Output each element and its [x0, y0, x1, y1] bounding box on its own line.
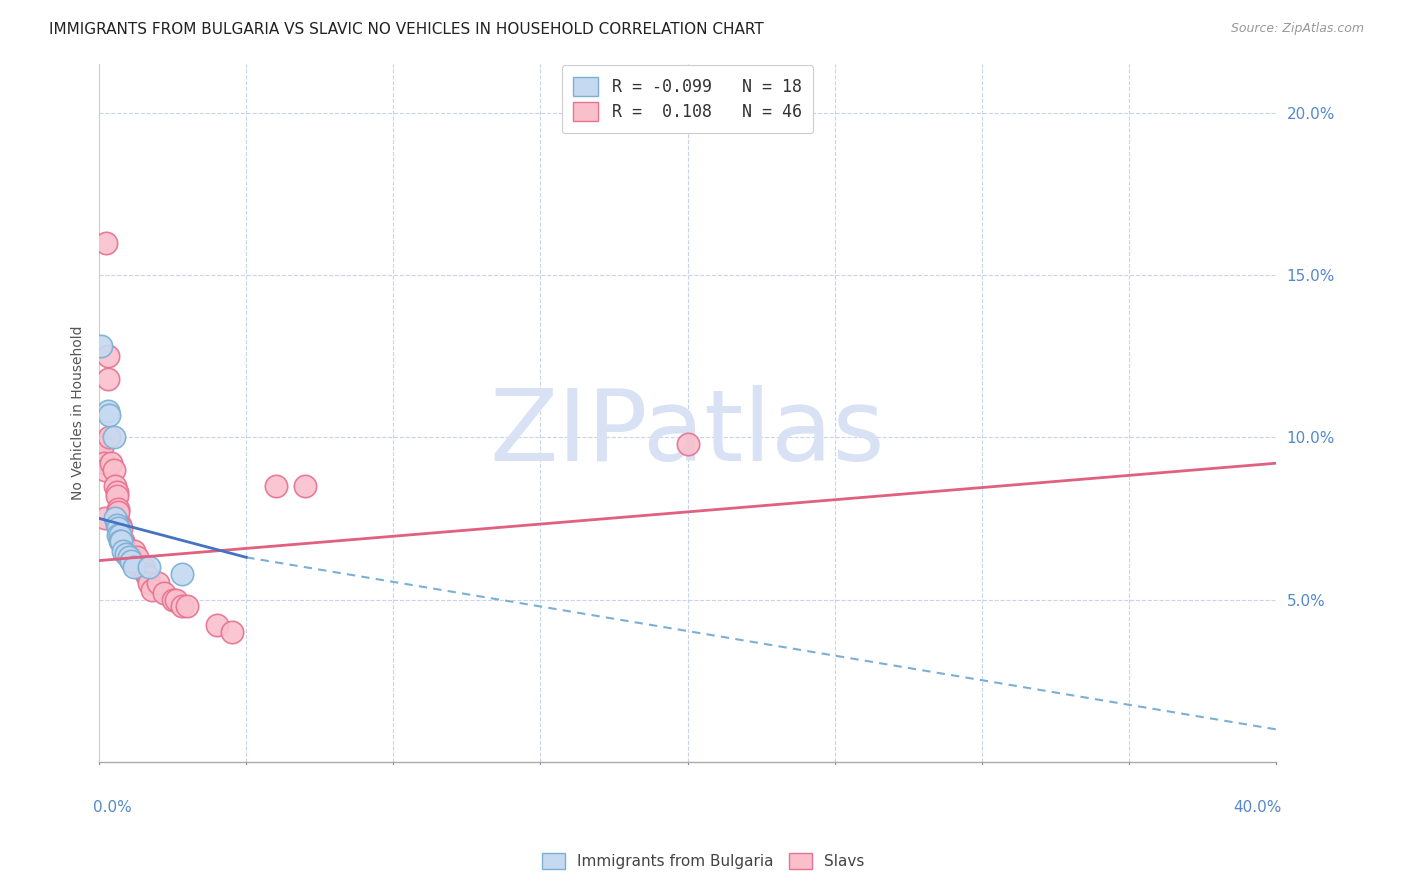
Text: Source: ZipAtlas.com: Source: ZipAtlas.com: [1230, 22, 1364, 36]
Point: [107, 527, 129, 541]
Point: [107, 505, 129, 519]
Point: [103, 463, 125, 477]
Point: [141, 582, 163, 597]
Point: [111, 544, 134, 558]
Point: [117, 550, 139, 565]
Point: [98, 408, 121, 422]
Point: [91, 440, 114, 454]
Legend: R = -0.099   N = 18, R =  0.108   N = 46: R = -0.099 N = 18, R = 0.108 N = 46: [562, 65, 814, 133]
Legend: Immigrants from Bulgaria, Slavs: Immigrants from Bulgaria, Slavs: [536, 847, 870, 875]
Point: [110, 534, 132, 549]
Point: [105, 489, 128, 503]
Point: [127, 550, 149, 565]
Point: [165, 592, 187, 607]
Point: [146, 576, 169, 591]
Point: [103, 430, 125, 444]
Point: [114, 547, 136, 561]
Point: [176, 599, 198, 613]
Point: [110, 521, 132, 535]
Point: [98, 430, 121, 444]
Point: [107, 521, 129, 535]
Point: [111, 534, 134, 549]
Point: [153, 586, 176, 600]
Point: [170, 566, 193, 581]
Point: [162, 592, 184, 607]
Point: [128, 560, 150, 574]
Point: [94, 511, 117, 525]
Point: [205, 618, 228, 632]
Point: [93, 456, 115, 470]
Point: [105, 485, 128, 500]
Point: [110, 534, 132, 549]
Point: [114, 544, 136, 558]
Point: [221, 624, 243, 639]
Text: 40.0%: 40.0%: [1233, 800, 1282, 815]
Point: [117, 550, 139, 565]
Point: [676, 436, 699, 450]
Point: [90, 436, 112, 450]
Point: [124, 560, 146, 574]
Point: [264, 479, 287, 493]
Point: [96, 235, 118, 250]
Point: [111, 537, 134, 551]
Point: [104, 479, 127, 493]
Point: [90, 339, 112, 353]
Point: [104, 511, 127, 525]
Point: [114, 547, 136, 561]
Point: [97, 349, 120, 363]
Point: [132, 560, 155, 574]
Text: IMMIGRANTS FROM BULGARIA VS SLAVIC NO VEHICLES IN HOUSEHOLD CORRELATION CHART: IMMIGRANTS FROM BULGARIA VS SLAVIC NO VE…: [49, 22, 763, 37]
Point: [138, 576, 160, 591]
Point: [170, 599, 193, 613]
Point: [294, 479, 316, 493]
Point: [108, 527, 131, 541]
Point: [97, 404, 120, 418]
Point: [121, 553, 143, 567]
Y-axis label: No Vehicles in Household: No Vehicles in Household: [72, 326, 86, 500]
Point: [108, 534, 131, 549]
Point: [94, 463, 117, 477]
Point: [122, 553, 145, 567]
Point: [107, 501, 129, 516]
Point: [136, 570, 159, 584]
Point: [124, 544, 146, 558]
Point: [138, 560, 160, 574]
Point: [117, 550, 139, 565]
Point: [97, 372, 120, 386]
Point: [100, 456, 122, 470]
Text: 0.0%: 0.0%: [93, 800, 132, 815]
Point: [105, 517, 128, 532]
Point: [135, 566, 157, 581]
Point: [121, 553, 143, 567]
Text: ZIPatlas: ZIPatlas: [489, 385, 886, 483]
Point: [108, 517, 131, 532]
